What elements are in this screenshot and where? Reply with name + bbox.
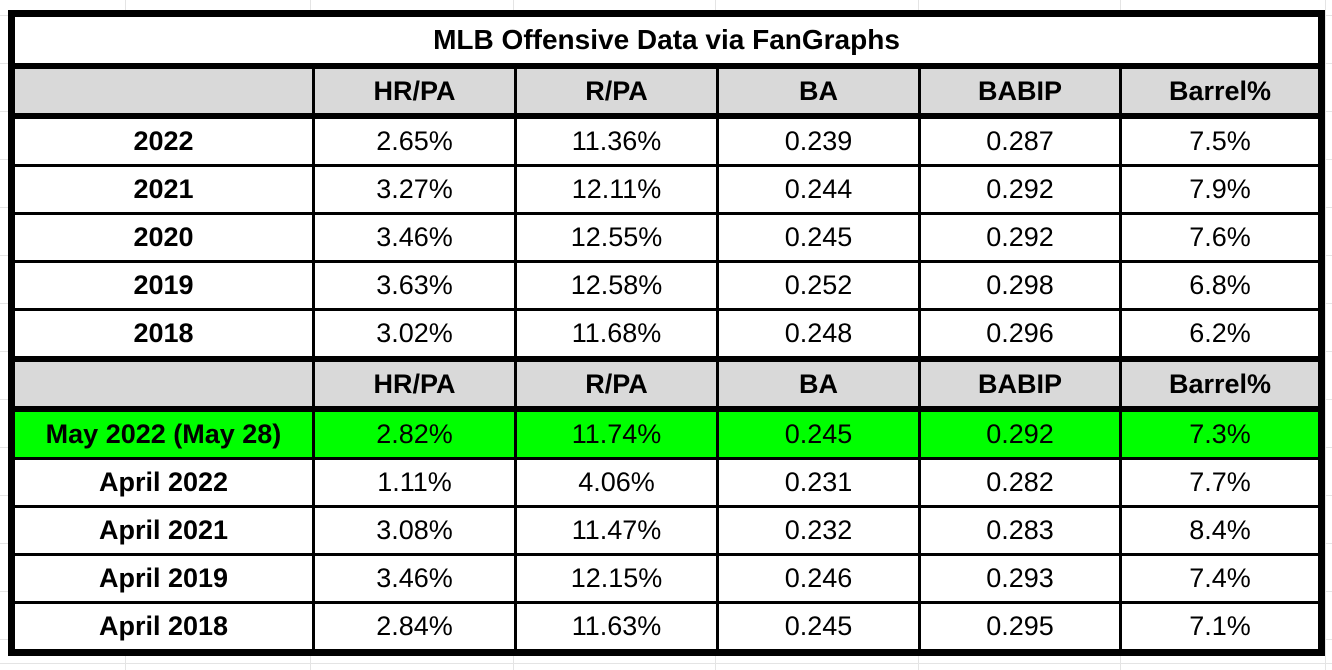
table-row: 2018 3.02% 11.68% 0.248 0.296 6.2% [10,308,1324,361]
table-title-cell[interactable]: MLB Offensive Data via FanGraphs [9,12,1324,69]
row-label-cell[interactable]: 2022 [10,114,315,167]
data-cell[interactable]: 0.252 [716,260,921,311]
col-header-barrel[interactable]: Barrel% [1118,356,1324,412]
data-cell[interactable]: 3.63% [312,260,517,311]
col-header-ba[interactable]: BA [716,63,921,119]
table-row: April 2019 3.46% 12.15% 0.246 0.293 7.4% [10,553,1324,604]
row-label-cell[interactable]: May 2022 (May 28) [10,407,315,460]
row-label-cell[interactable]: April 2019 [10,553,315,604]
col-header-hrpa[interactable]: HR/PA [312,356,517,412]
data-cell[interactable]: 12.58% [514,260,719,311]
col-header-hrpa[interactable]: HR/PA [312,63,517,119]
col-header-rpa[interactable]: R/PA [514,63,719,119]
data-cell[interactable]: 0.231 [716,457,921,508]
row-label-cell[interactable]: 2020 [10,212,315,263]
row-label-cell[interactable]: 2018 [10,308,315,361]
data-cell[interactable]: 0.292 [918,407,1122,460]
data-cell[interactable]: 12.15% [514,553,719,604]
table-row: 2020 3.46% 12.55% 0.245 0.292 7.6% [10,212,1324,263]
data-cell[interactable]: 11.63% [514,601,719,654]
data-cell[interactable]: 11.74% [514,407,719,460]
data-cell[interactable]: 6.2% [1118,308,1324,361]
data-cell[interactable]: 0.245 [716,212,921,263]
data-cell[interactable]: 4.06% [514,457,719,508]
row-label-cell[interactable]: 2021 [10,164,315,215]
data-cell[interactable]: 6.8% [1118,260,1324,311]
data-cell[interactable]: 12.11% [514,164,719,215]
data-cell[interactable]: 0.292 [918,212,1122,263]
data-cell[interactable]: 0.282 [918,457,1122,508]
column-header-row: HR/PA R/PA BA BABIP Barrel% [10,63,1324,119]
data-cell[interactable]: 0.296 [918,308,1122,361]
col-header-rpa[interactable]: R/PA [514,356,719,412]
data-cell[interactable]: 0.283 [918,505,1122,556]
data-cell[interactable]: 11.36% [514,114,719,167]
col-header-babip[interactable]: BABIP [918,63,1122,119]
data-cell[interactable]: 0.244 [716,164,921,215]
data-cell[interactable]: 0.292 [918,164,1122,215]
col-header-ba[interactable]: BA [716,356,921,412]
data-cell[interactable]: 7.4% [1118,553,1324,604]
row-label-header-cell[interactable] [10,63,315,119]
row-label-header-cell[interactable] [10,356,315,412]
data-cell[interactable]: 11.47% [514,505,719,556]
data-cell[interactable]: 7.6% [1118,212,1324,263]
data-cell[interactable]: 0.246 [716,553,921,604]
data-cell[interactable]: 0.295 [918,601,1122,654]
data-cell[interactable]: 3.46% [312,553,517,604]
table-row: 2021 3.27% 12.11% 0.244 0.292 7.9% [10,164,1324,215]
column-header-row: HR/PA R/PA BA BABIP Barrel% [10,356,1324,412]
data-cell[interactable]: 7.5% [1118,114,1324,167]
data-cell[interactable]: 0.245 [716,407,921,460]
data-cell[interactable]: 0.245 [716,601,921,654]
data-cell[interactable]: 11.68% [514,308,719,361]
data-cell[interactable]: 8.4% [1118,505,1324,556]
sheet-gridline-horizontal [0,663,1332,664]
data-cell[interactable]: 3.27% [312,164,517,215]
highlighted-table-row: May 2022 (May 28) 2.82% 11.74% 0.245 0.292 7.… [10,407,1324,460]
data-cell[interactable]: 2.82% [312,407,517,460]
col-header-barrel[interactable]: Barrel% [1118,63,1324,119]
data-cell[interactable]: 7.3% [1118,407,1324,460]
row-label-cell[interactable]: April 2018 [10,601,315,654]
data-cell[interactable]: 0.287 [918,114,1122,167]
data-cell[interactable]: 0.298 [918,260,1122,311]
table-row: 2019 3.63% 12.58% 0.252 0.298 6.8% [10,260,1324,311]
data-cell[interactable]: 3.08% [312,505,517,556]
data-cell[interactable]: 1.11% [312,457,517,508]
data-cell[interactable]: 0.239 [716,114,921,167]
col-header-babip[interactable]: BABIP [918,356,1122,412]
data-cell[interactable]: 3.46% [312,212,517,263]
data-cell[interactable]: 0.293 [918,553,1122,604]
data-cell[interactable]: 12.55% [514,212,719,263]
row-label-cell[interactable]: April 2021 [10,505,315,556]
data-cell[interactable]: 2.84% [312,601,517,654]
row-label-cell[interactable]: 2019 [10,260,315,311]
data-cell[interactable]: 3.02% [312,308,517,361]
row-label-cell[interactable]: April 2022 [10,457,315,508]
data-cell[interactable]: 7.9% [1118,164,1324,215]
table-row: April 2021 3.08% 11.47% 0.232 0.283 8.4% [10,505,1324,556]
data-cell[interactable]: 0.248 [716,308,921,361]
mlb-offensive-data-table: MLB Offensive Data via FanGraphs HR/PA R/… [8,10,1326,656]
table-row: April 2022 1.11% 4.06% 0.231 0.282 7.7% [10,457,1324,508]
table-row: 2022 2.65% 11.36% 0.239 0.287 7.5% [10,114,1324,167]
data-cell[interactable]: 2.65% [312,114,517,167]
table-title-row: MLB Offensive Data via FanGraphs [9,12,1324,69]
data-cell[interactable]: 7.1% [1118,601,1324,654]
data-cell[interactable]: 0.232 [716,505,921,556]
sheet-gridline-vertical [1325,0,1326,670]
data-cell[interactable]: 7.7% [1118,457,1324,508]
table-row: April 2018 2.84% 11.63% 0.245 0.295 7.1% [10,601,1324,654]
